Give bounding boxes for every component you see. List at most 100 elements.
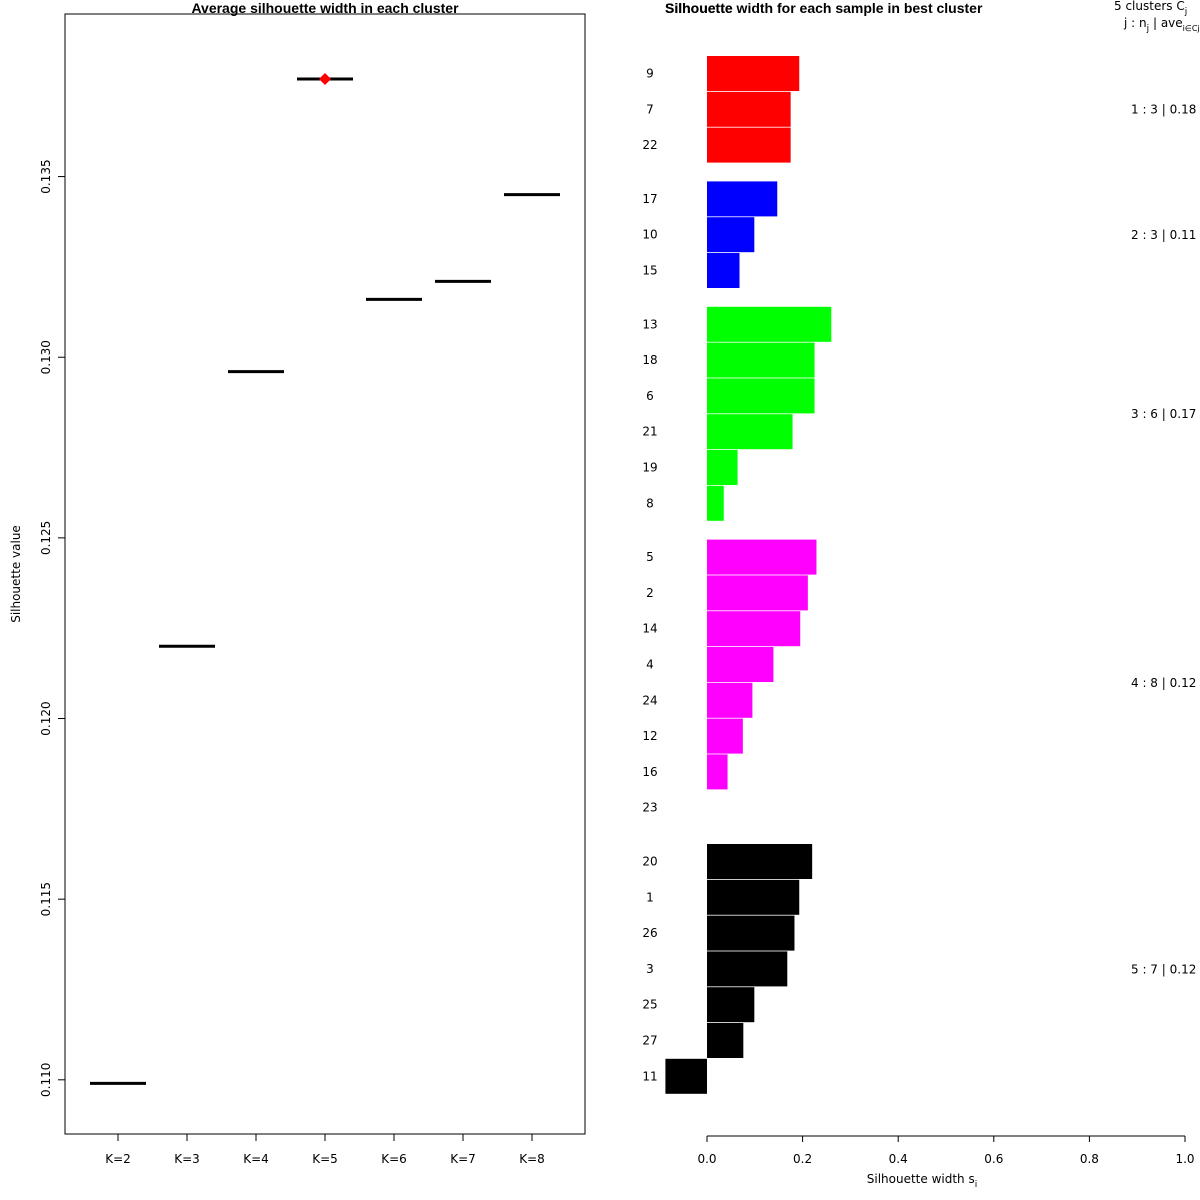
best-k-marker [319,73,331,86]
silhouette-bar [707,414,793,450]
sample-label: 27 [642,1034,657,1048]
silhouette-bar [707,217,755,253]
right-x-tick-label: 0.4 [889,1152,908,1166]
left-x-tick-label: K=5 [312,1152,338,1166]
legend-header-2-mid: | ave [1149,16,1183,30]
sample-label: 22 [642,138,657,152]
sample-label: 8 [646,496,654,510]
right-x-axis-label: Silhouette width si [867,1172,978,1190]
silhouette-bar [707,91,791,127]
sample-label: 15 [642,264,657,278]
silhouette-bar [707,127,791,163]
right-x-tick-label: 0.2 [793,1152,812,1166]
legend-header-2-sub-a: j [1146,24,1150,34]
left-y-tick-label: 0.110 [39,1063,53,1097]
sample-label: 25 [642,998,657,1012]
silhouette-bar [665,1058,707,1094]
silhouette-bar [707,378,815,414]
sample-label: 16 [642,765,657,779]
sample-label: 3 [646,962,654,976]
right-x-axis-label-sub: i [975,1180,978,1190]
sample-label: 21 [642,425,657,439]
sample-label: 10 [642,228,657,242]
cluster-summary: 3 : 6 | 0.17 [1131,407,1196,421]
left-x-axis: K=2 K=3 K=4 K=5 K=6 K=7 K=8 [105,1134,545,1166]
left-x-tick-label: K=7 [450,1152,476,1166]
left-chart-title: Average silhouette width in each cluster [191,0,459,16]
silhouette-bar [707,682,753,718]
sample-label: 4 [646,658,654,672]
cluster-summary: 5 : 7 | 0.12 [1131,962,1196,976]
silhouette-plot-panel: Silhouette Silhouette width for each sam… [642,0,1200,1190]
silhouette-bar [707,450,738,485]
sample-label: 6 [646,389,654,403]
silhouette-bar [707,879,800,915]
sample-label: 17 [642,192,657,206]
left-y-tick-label: 0.120 [39,701,53,735]
sample-label: 13 [642,317,657,331]
silhouette-bar [707,718,743,754]
sample-label: 19 [642,461,657,475]
left-y-tick-label: 0.125 [39,521,53,555]
silhouette-bar [707,754,728,790]
sample-label: 14 [642,622,657,636]
right-chart-title: Silhouette width for each sample in best… [665,0,983,16]
silhouette-bar [707,647,774,682]
silhouette-bar [707,987,755,1023]
left-y-tick-label: 0.115 [39,882,53,916]
left-x-tick-label: K=3 [174,1152,200,1166]
sample-label: 18 [642,353,657,367]
silhouette-bar [707,844,813,879]
cluster-summary: 1 : 3 | 0.18 [1131,103,1196,117]
legend-header-2-text: j : n [1123,16,1147,30]
silhouette-bar [707,539,817,575]
left-y-tick-label: 0.135 [39,159,53,193]
cluster-summary: 4 : 8 | 0.12 [1131,676,1196,690]
avg-silhouette-panel: Average silhouette width in each cluster… [9,0,586,1166]
right-x-axis: 0.0 0.2 0.4 0.6 0.8 1.0 [697,1135,1195,1166]
silhouette-bar [707,951,788,987]
left-x-tick-label: K=4 [243,1152,269,1166]
cluster-summary: 2 : 3 | 0.11 [1131,228,1196,242]
sample-label: 12 [642,729,657,743]
right-chart-title-underlay: Silhouette [665,0,733,16]
sample-label: 26 [642,926,657,940]
sample-label: 7 [646,102,654,116]
legend-header-1-sub: j [1184,7,1188,17]
silhouette-bar [707,56,800,91]
sample-label: 20 [642,855,657,869]
silhouette-bar [707,485,724,521]
sample-label: 2 [646,586,654,600]
legend-header-1-text: 5 clusters C [1114,0,1185,13]
legend-header-2-sub-b: i∈Cj [1183,24,1200,33]
sample-label: 11 [642,1069,657,1083]
left-x-tick-label: K=8 [519,1152,545,1166]
right-x-tick-label: 0.6 [984,1152,1003,1166]
silhouette-bar [707,915,795,951]
left-y-axis-label: Silhouette value [9,525,23,623]
right-x-axis-label-text: Silhouette width s [867,1172,975,1186]
legend-header-2: j : nj | avei∈Cj s [1123,16,1200,34]
sample-label: 1 [646,890,654,904]
left-x-tick-label: K=2 [105,1152,131,1166]
right-x-tick-label: 1.0 [1175,1152,1194,1166]
sample-label: 23 [642,801,657,815]
sample-label: 5 [646,550,654,564]
left-y-tick-label: 0.130 [39,340,53,374]
right-x-tick-label: 0.8 [1080,1152,1099,1166]
silhouette-bar [707,611,801,647]
silhouette-bar [707,181,778,217]
legend-header-1: 5 clusters Cj [1114,0,1187,17]
silhouette-bar [707,1023,744,1058]
sample-label: 24 [642,693,657,707]
left-y-axis: 0.110 0.115 0.120 0.125 0.130 0.135 [39,159,65,1097]
left-plot-frame [64,13,586,1135]
left-x-tick-label: K=6 [381,1152,407,1166]
silhouette-bar [707,342,815,378]
sample-label: 9 [646,67,654,81]
silhouette-bar [707,575,808,611]
right-x-tick-label: 0.0 [697,1152,716,1166]
silhouette-bar [707,253,740,288]
